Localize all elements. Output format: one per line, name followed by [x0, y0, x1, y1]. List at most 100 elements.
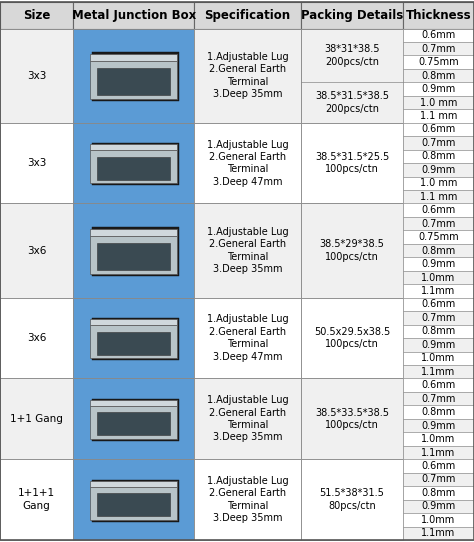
- Bar: [403, 513, 474, 526]
- Text: 1.0 mm: 1.0 mm: [420, 98, 457, 107]
- Bar: [403, 473, 474, 486]
- Bar: [301, 378, 403, 459]
- Bar: [91, 487, 177, 520]
- Text: 0.75mm: 0.75mm: [418, 232, 459, 242]
- Bar: [92, 52, 180, 101]
- Bar: [91, 319, 177, 325]
- Bar: [403, 257, 474, 271]
- Text: 0.6mm: 0.6mm: [421, 205, 456, 215]
- Bar: [91, 61, 177, 99]
- Bar: [91, 400, 177, 406]
- Bar: [301, 459, 403, 540]
- Bar: [91, 236, 177, 274]
- Bar: [0, 122, 73, 203]
- Bar: [403, 96, 474, 109]
- Bar: [403, 136, 474, 150]
- Bar: [73, 298, 194, 378]
- Bar: [97, 243, 171, 270]
- Text: 0.6mm: 0.6mm: [421, 125, 456, 134]
- Bar: [194, 29, 301, 122]
- Bar: [92, 480, 180, 521]
- Text: Thickness: Thickness: [406, 9, 471, 22]
- Text: 0.8mm: 0.8mm: [421, 326, 456, 337]
- Bar: [97, 68, 171, 95]
- Text: 0.6mm: 0.6mm: [421, 380, 456, 390]
- Text: 1.1 mm: 1.1 mm: [420, 111, 457, 121]
- Bar: [403, 433, 474, 446]
- Bar: [73, 378, 194, 459]
- Text: 0.7mm: 0.7mm: [421, 138, 456, 148]
- Bar: [403, 150, 474, 163]
- Text: 0.7mm: 0.7mm: [421, 393, 456, 404]
- Bar: [73, 29, 194, 122]
- Bar: [403, 500, 474, 513]
- Text: 3x3: 3x3: [27, 158, 46, 168]
- Bar: [194, 378, 301, 459]
- Text: 1.0mm: 1.0mm: [421, 515, 456, 525]
- Text: 0.6mm: 0.6mm: [421, 30, 456, 40]
- Text: 0.7mm: 0.7mm: [421, 218, 456, 229]
- Bar: [0, 459, 73, 540]
- Text: 0.7mm: 0.7mm: [421, 44, 456, 54]
- Text: 1.1mm: 1.1mm: [421, 528, 456, 538]
- Text: 38.5*31.5*25.5
100pcs/ctn: 38.5*31.5*25.5 100pcs/ctn: [315, 152, 389, 175]
- Bar: [403, 486, 474, 500]
- Text: 1.1mm: 1.1mm: [421, 367, 456, 377]
- Text: 38.5*31.5*38.5
200pcs/ctn: 38.5*31.5*38.5 200pcs/ctn: [315, 91, 389, 114]
- Bar: [0, 29, 73, 122]
- Bar: [91, 229, 177, 236]
- Text: 0.8mm: 0.8mm: [421, 151, 456, 162]
- Text: 1.1mm: 1.1mm: [421, 448, 456, 457]
- Text: 3x3: 3x3: [27, 70, 46, 81]
- Bar: [403, 378, 474, 392]
- Bar: [0, 298, 73, 378]
- Bar: [194, 2, 301, 29]
- Text: 0.8mm: 0.8mm: [421, 488, 456, 498]
- Bar: [403, 365, 474, 378]
- Bar: [403, 526, 474, 540]
- Bar: [403, 122, 474, 136]
- Text: 38.5*33.5*38.5
100pcs/ctn: 38.5*33.5*38.5 100pcs/ctn: [315, 408, 389, 430]
- Text: 0.8mm: 0.8mm: [421, 70, 456, 81]
- Text: 0.7mm: 0.7mm: [421, 474, 456, 485]
- Bar: [301, 122, 403, 203]
- Bar: [403, 352, 474, 365]
- Text: Specification: Specification: [205, 9, 291, 22]
- Text: 1.1 mm: 1.1 mm: [420, 192, 457, 202]
- Bar: [403, 459, 474, 473]
- Bar: [403, 2, 474, 29]
- Bar: [97, 493, 171, 517]
- Text: Packing Details: Packing Details: [301, 9, 403, 22]
- Bar: [301, 29, 403, 122]
- Text: 0.75mm: 0.75mm: [418, 57, 459, 67]
- Bar: [403, 392, 474, 405]
- Bar: [194, 203, 301, 298]
- Bar: [97, 157, 171, 180]
- Bar: [194, 122, 301, 203]
- Text: 0.9mm: 0.9mm: [421, 165, 456, 175]
- Text: 1.0 mm: 1.0 mm: [420, 178, 457, 188]
- Text: 51.5*38*31.5
80pcs/ctn: 51.5*38*31.5 80pcs/ctn: [319, 488, 384, 511]
- Bar: [0, 203, 73, 298]
- Bar: [73, 2, 194, 29]
- Text: Metal Junction Box: Metal Junction Box: [72, 9, 196, 22]
- Text: 1.0mm: 1.0mm: [421, 434, 456, 444]
- Bar: [403, 42, 474, 55]
- Bar: [403, 82, 474, 96]
- Bar: [194, 459, 301, 540]
- Bar: [403, 325, 474, 338]
- Bar: [92, 318, 180, 360]
- Text: 1.1mm: 1.1mm: [421, 286, 456, 296]
- Bar: [403, 271, 474, 284]
- Bar: [0, 2, 73, 29]
- Text: 38.5*29*38.5
100pcs/ctn: 38.5*29*38.5 100pcs/ctn: [319, 240, 384, 262]
- Bar: [403, 190, 474, 203]
- Bar: [403, 244, 474, 257]
- Text: 1.0mm: 1.0mm: [421, 353, 456, 363]
- Bar: [73, 122, 194, 203]
- Text: 38*31*38.5
200pcs/ctn: 38*31*38.5 200pcs/ctn: [324, 44, 380, 67]
- Text: 1+1+1
Gang: 1+1+1 Gang: [18, 488, 55, 511]
- Bar: [403, 163, 474, 177]
- Bar: [73, 203, 194, 298]
- Text: 0.9mm: 0.9mm: [421, 421, 456, 430]
